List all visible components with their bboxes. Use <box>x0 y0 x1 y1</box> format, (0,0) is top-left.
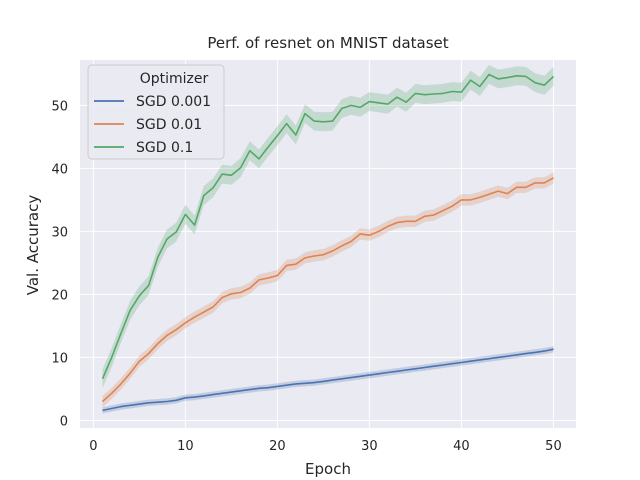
y-axis-label: Val. Accuracy <box>24 195 42 296</box>
x-tick-label: 0 <box>89 439 97 454</box>
legend-label-series-2: SGD 0.01 <box>136 117 202 133</box>
x-tick-label: 10 <box>177 439 194 454</box>
confidence-band-series-2 <box>102 172 554 408</box>
x-tick-label: 40 <box>453 439 470 454</box>
x-axis-label: Epoch <box>305 460 351 478</box>
y-tick-label: 10 <box>51 351 68 366</box>
grid <box>80 60 576 428</box>
series-line-1 <box>102 348 554 412</box>
tick-labels: 0 10 20 30 40 50 0 10 20 30 40 50 <box>51 99 561 454</box>
x-tick-label: 20 <box>269 439 286 454</box>
legend-box <box>87 64 225 160</box>
series-line-3 <box>101 73 555 380</box>
y-tick-label: 0 <box>60 414 68 429</box>
legend: Optimizer SGD 0.001 SGD 0.01 SGD 0.1 <box>87 64 225 160</box>
confidence-band-series-3 <box>102 65 554 389</box>
y-tick-label: 50 <box>51 99 68 114</box>
confidence-bands <box>102 65 554 414</box>
legend-title: Optimizer <box>140 71 209 87</box>
y-tick-label: 30 <box>51 225 68 240</box>
x-tick-label: 30 <box>361 439 378 454</box>
series-line-2 <box>101 177 554 403</box>
legend-label-series-1: SGD 0.001 <box>136 94 211 110</box>
x-tick-label: 50 <box>545 439 562 454</box>
series-lines <box>101 73 555 412</box>
legend-label-series-3: SGD 0.1 <box>136 140 193 156</box>
chart-title: Perf. of resnet on MNIST dataset <box>207 34 448 52</box>
y-tick-label: 40 <box>51 162 68 177</box>
y-tick-label: 20 <box>51 288 68 303</box>
confidence-band-series-1 <box>102 346 554 414</box>
